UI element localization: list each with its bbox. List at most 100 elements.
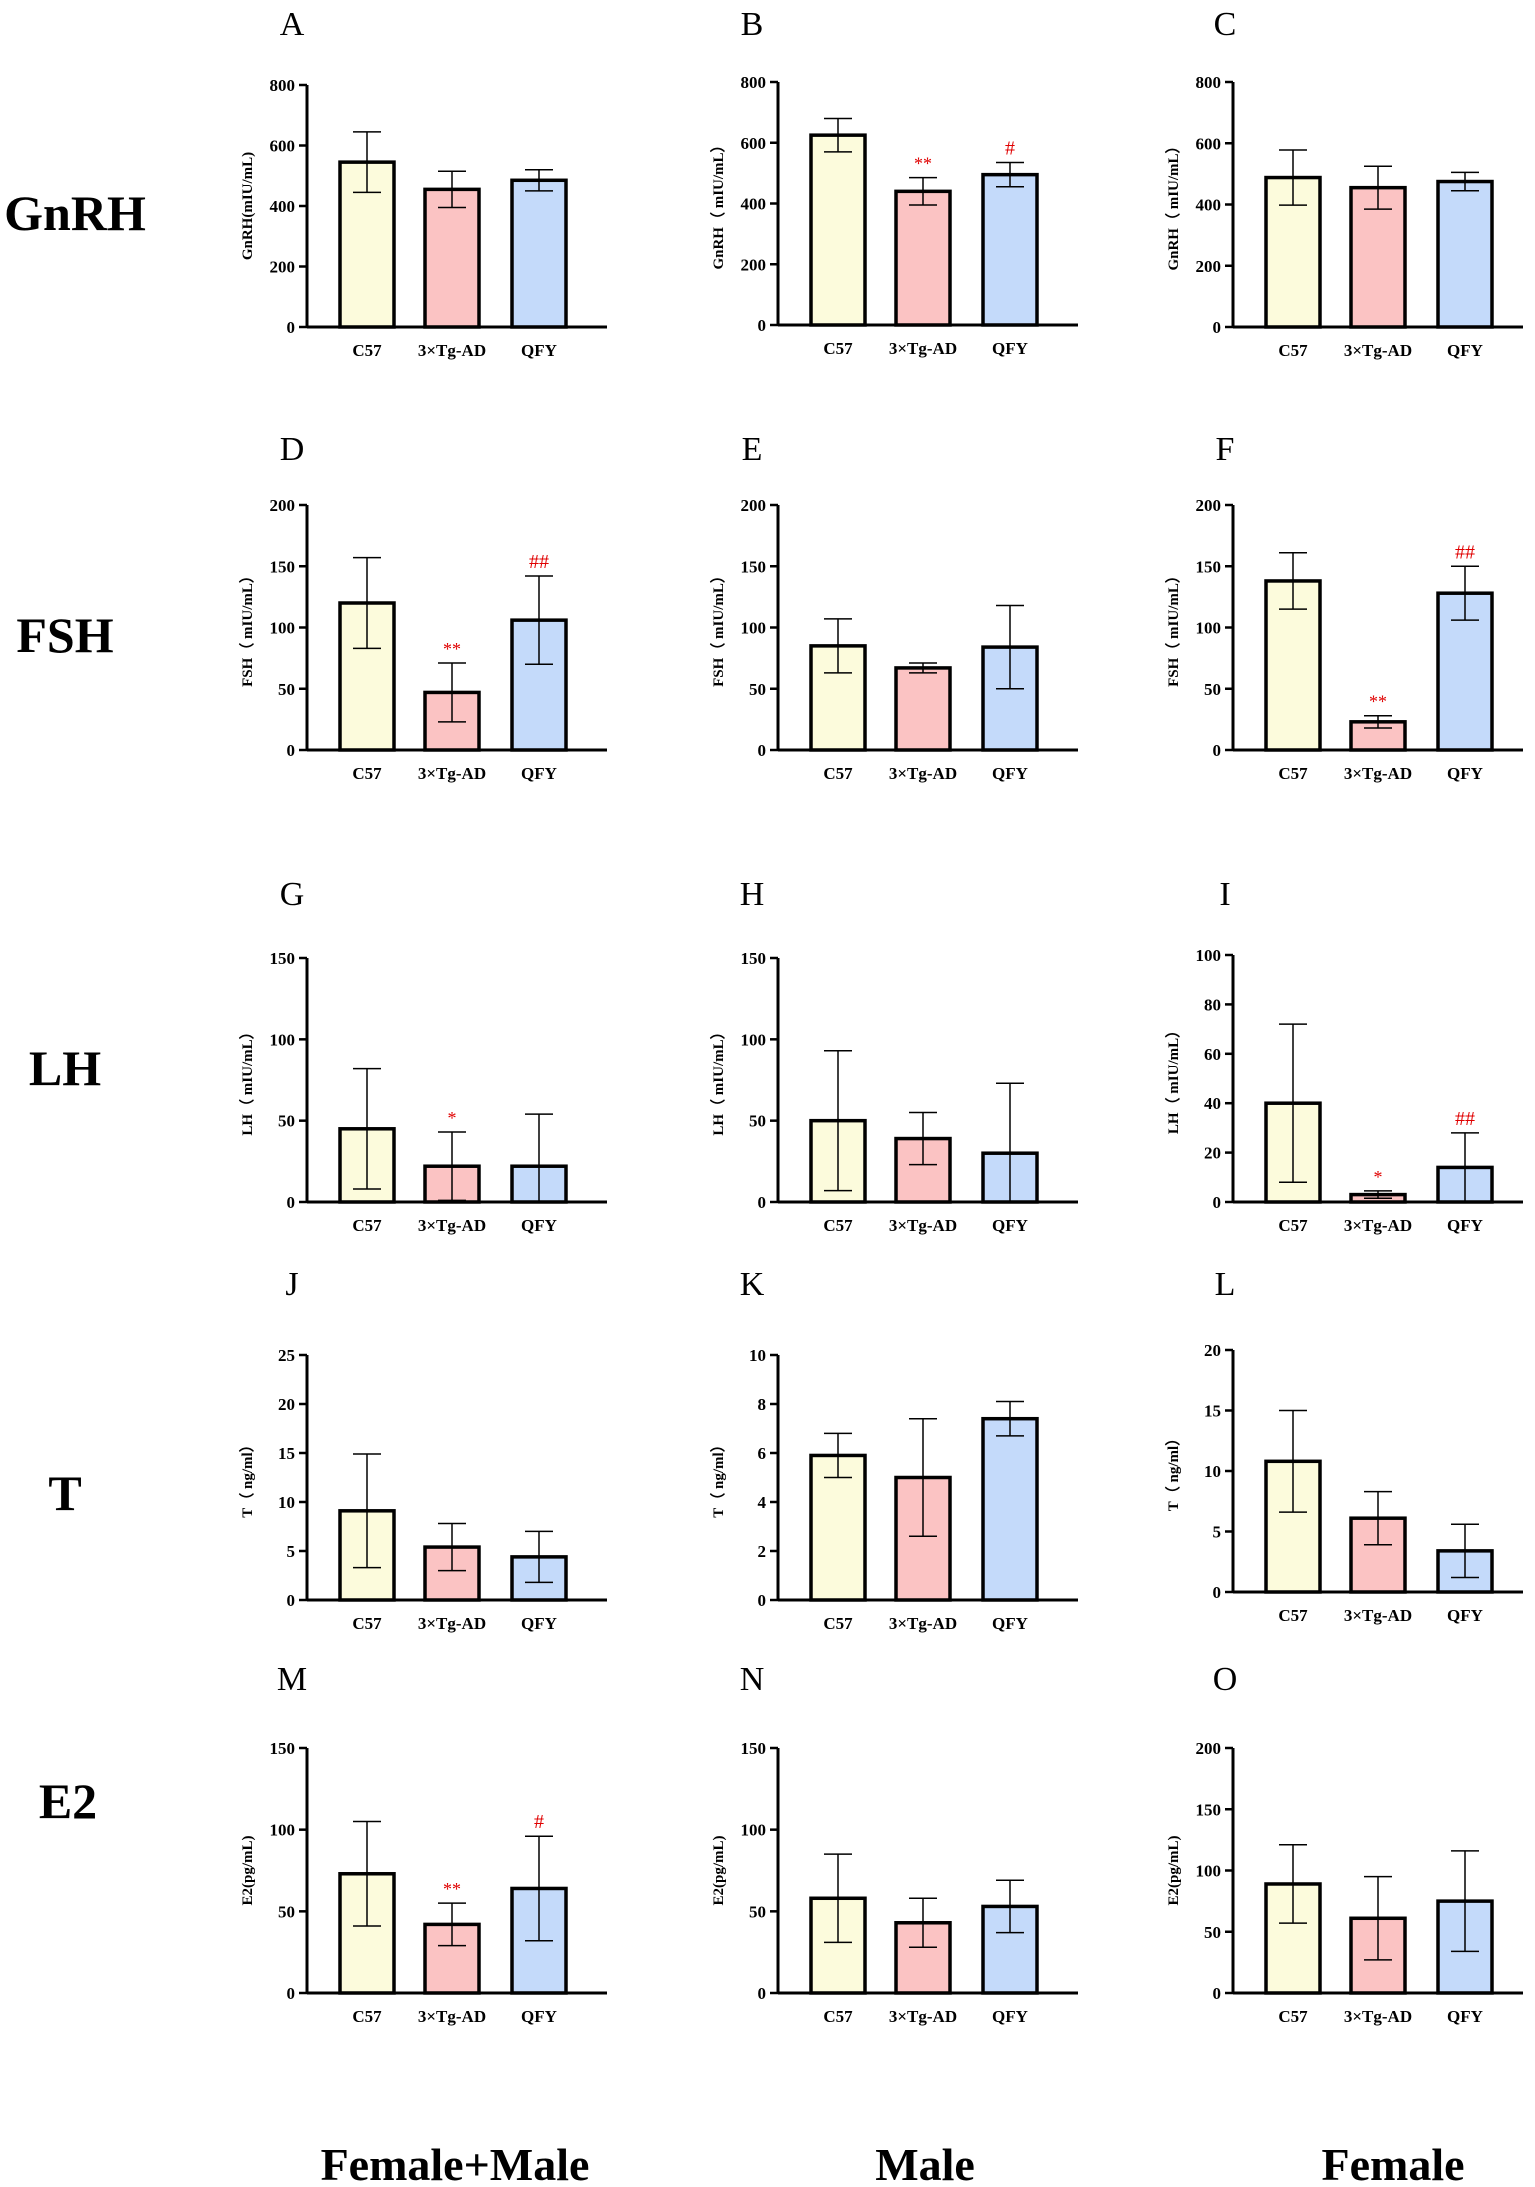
y-axis-label-i: LH（ mIU/mL）: [1164, 1023, 1182, 1134]
panel-letter-f: F: [1216, 431, 1235, 468]
panel-letter-j: J: [285, 1266, 298, 1303]
bar-c-qfy: [1436, 179, 1494, 329]
panel-d: D 0 50 100 150 200 FSH（ mIU/mL） C57 ** 3×Tg-AD ## Q…: [238, 431, 607, 783]
x-tick-label-g-qfy: QFY: [521, 1216, 557, 1235]
y-tick-label-h: 100: [741, 1030, 767, 1049]
y-tick-label-k: 0: [758, 1591, 767, 1610]
significance-f-qfy: ##: [1455, 541, 1475, 563]
row-label-gnrh: GnRH: [4, 185, 146, 241]
y-axis-label-c: GnRH（ mIU/mL）: [1164, 138, 1182, 270]
y-axis-label-n: E2(pg/mL): [711, 1835, 727, 1905]
y-tick-label-e: 200: [741, 496, 767, 515]
y-tick-label-i: 100: [1196, 946, 1222, 965]
y-tick-label-f: 200: [1196, 496, 1222, 515]
y-tick-label-c: 400: [1196, 196, 1222, 215]
y-tick-label-d: 150: [270, 557, 296, 576]
x-tick-label-d-c57: C57: [352, 764, 382, 783]
y-tick-label-h: 0: [758, 1193, 767, 1212]
x-tick-label-c-c57: C57: [1278, 341, 1308, 360]
y-tick-label-e: 50: [749, 680, 766, 699]
y-tick-label-a: 800: [270, 76, 296, 95]
y-tick-label-l: 5: [1213, 1523, 1222, 1542]
panel-letter-i: I: [1219, 876, 1230, 913]
x-tick-label-j-c57: C57: [352, 1614, 382, 1633]
x-tick-label-f-c57: C57: [1278, 764, 1308, 783]
y-tick-label-n: 0: [758, 1984, 767, 2003]
x-tick-label-o-qfy: QFY: [1447, 2007, 1483, 2026]
panel-letter-k: K: [740, 1266, 765, 1303]
y-axis-label-g: LH（ mIU/mL）: [238, 1024, 256, 1135]
panel-n: N 0 50 100 150 E2(pg/mL) C57 3×Tg-AD QFY: [711, 1661, 1078, 2026]
x-tick-label-n-3-tg-ad: 3×Tg-AD: [889, 2007, 957, 2026]
y-tick-label-d: 0: [287, 741, 296, 760]
y-tick-label-k: 6: [758, 1444, 767, 1463]
bar-b-c57: [809, 133, 867, 327]
bar-b-qfy: [981, 172, 1039, 327]
y-tick-label-l: 0: [1213, 1583, 1222, 1602]
significance-i-3-tg-ad: *: [1374, 1167, 1383, 1187]
y-tick-label-e: 150: [741, 557, 767, 576]
y-tick-label-f: 0: [1213, 741, 1222, 760]
y-tick-label-l: 20: [1204, 1341, 1221, 1360]
x-tick-label-c-qfy: QFY: [1447, 341, 1483, 360]
y-tick-label-n: 50: [749, 1902, 766, 1921]
significance-d-3-tg-ad: **: [443, 639, 461, 659]
x-tick-label-m-c57: C57: [352, 2007, 382, 2026]
y-axis-label-j: T（ ng/ml）: [238, 1437, 256, 1517]
y-tick-label-m: 0: [287, 1984, 296, 2003]
y-tick-label-e: 100: [741, 619, 767, 638]
x-tick-label-i-c57: C57: [1278, 1216, 1308, 1235]
x-tick-label-e-3-tg-ad: 3×Tg-AD: [889, 764, 957, 783]
panel-letter-o: O: [1213, 1661, 1238, 1698]
x-tick-label-h-c57: C57: [823, 1216, 853, 1235]
y-tick-label-f: 100: [1196, 619, 1222, 638]
y-tick-label-b: 800: [741, 73, 767, 92]
x-tick-label-b-c57: C57: [823, 339, 853, 358]
y-tick-label-o: 100: [1196, 1862, 1222, 1881]
x-tick-label-o-3-tg-ad: 3×Tg-AD: [1344, 2007, 1412, 2026]
panel-letter-a: A: [280, 6, 305, 43]
y-tick-label-i: 80: [1204, 995, 1221, 1014]
x-tick-label-e-c57: C57: [823, 764, 853, 783]
row-label-fsh: FSH: [16, 607, 113, 663]
x-tick-label-h-qfy: QFY: [992, 1216, 1028, 1235]
significance-m-3-tg-ad: **: [443, 1879, 461, 1899]
y-tick-label-i: 60: [1204, 1045, 1221, 1064]
significance-m-qfy: #: [534, 1811, 544, 1833]
x-tick-label-b-qfy: QFY: [992, 339, 1028, 358]
y-tick-label-l: 15: [1204, 1402, 1221, 1421]
y-tick-label-d: 200: [270, 496, 296, 515]
panel-letter-c: C: [1214, 6, 1237, 43]
panel-f: F 0 50 100 150 200 FSH（ mIU/mL） C57 ** 3×Tg-AD ## Q…: [1164, 431, 1523, 783]
column-label-female-male: Female+Male: [321, 2139, 590, 2187]
y-tick-label-b: 0: [758, 316, 767, 335]
y-tick-label-i: 0: [1213, 1193, 1222, 1212]
x-tick-label-a-qfy: QFY: [521, 341, 557, 360]
significance-g-3-tg-ad: *: [448, 1108, 457, 1128]
y-tick-label-k: 10: [749, 1346, 766, 1365]
x-tick-label-j-3-tg-ad: 3×Tg-AD: [418, 1614, 486, 1633]
x-tick-label-a-3-tg-ad: 3×Tg-AD: [418, 341, 486, 360]
y-tick-label-d: 100: [270, 619, 296, 638]
bar-k-c57: [809, 1453, 867, 1602]
panel-letter-m: M: [277, 1661, 307, 1698]
panel-o: O 0 50 100 150 200 E2(pg/mL) C57 3×Tg-AD QFY: [1166, 1661, 1523, 2026]
panel-j: J 0 5 10 15 20 25 T（ ng/ml） C57 3×Tg-AD QFY: [238, 1266, 607, 1633]
x-tick-label-l-3-tg-ad: 3×Tg-AD: [1344, 1606, 1412, 1625]
y-tick-label-c: 600: [1196, 134, 1222, 153]
y-tick-label-c: 800: [1196, 73, 1222, 92]
panel-a: A 0 200 400 600 800 GnRH(mIU/mL) C57 3×Tg-AD QFY: [240, 6, 607, 360]
bar-a-qfy: [510, 178, 568, 329]
significance-i-qfy: ##: [1455, 1108, 1475, 1130]
panel-c: C 0 200 400 600 800 GnRH（ mIU/mL） C57 3×Tg-AD QFY: [1164, 6, 1523, 360]
x-tick-label-e-qfy: QFY: [992, 764, 1028, 783]
x-tick-label-g-3-tg-ad: 3×Tg-AD: [418, 1216, 486, 1235]
row-label-t: T: [48, 1465, 81, 1521]
bar-k-qfy: [981, 1416, 1039, 1602]
y-tick-label-k: 4: [758, 1493, 767, 1512]
y-tick-label-b: 600: [741, 134, 767, 153]
y-tick-label-j: 0: [287, 1591, 296, 1610]
panel-m: M 0 50 100 150 E2(pg/mL) C57 ** 3×Tg-AD # QFY: [240, 1661, 607, 2026]
y-tick-label-g: 50: [278, 1112, 295, 1131]
